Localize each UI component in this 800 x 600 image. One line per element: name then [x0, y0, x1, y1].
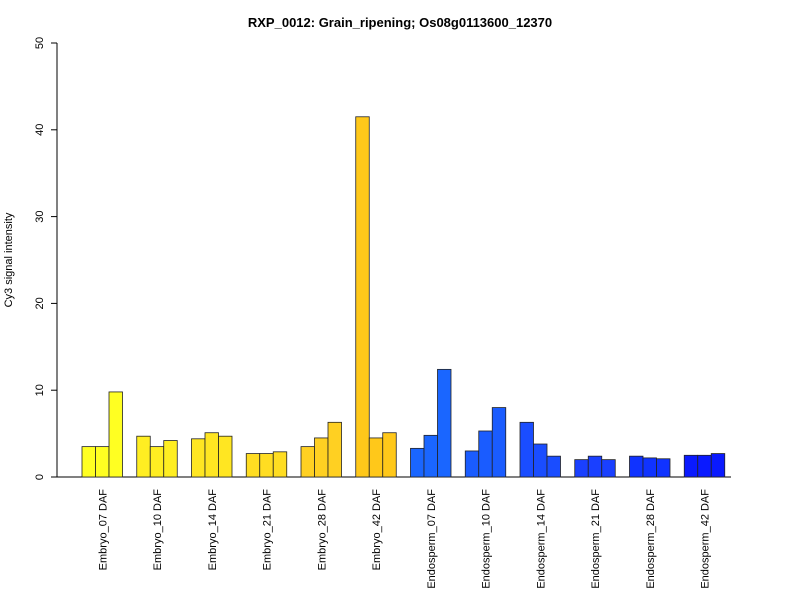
y-tick-label: 50 — [34, 37, 46, 49]
bar — [587, 455, 603, 478]
bar — [656, 458, 671, 478]
x-tick-label: Endosperm_28 DAF — [645, 489, 657, 589]
x-tick-label: Endosperm_14 DAF — [535, 489, 547, 589]
bar — [642, 457, 657, 478]
y-axis: 0 10 20 30 40 50 — [34, 37, 58, 480]
bar-group — [191, 432, 233, 478]
bar — [163, 440, 178, 478]
bar — [382, 432, 397, 478]
category-labels: Embryo_07 DAF Embryo_10 DAF Embryo_14 DAF E… — [97, 489, 711, 589]
bar — [204, 432, 219, 478]
bar — [327, 421, 342, 478]
bar — [574, 459, 589, 478]
x-tick-label: Endosperm_10 DAF — [481, 489, 493, 589]
bar — [368, 437, 384, 478]
y-tick-label: 10 — [34, 384, 46, 396]
bar-group — [300, 421, 342, 478]
y-axis-label: Cy3 signal intensity — [3, 212, 15, 307]
bar-group — [136, 435, 178, 478]
bar-group — [574, 455, 616, 478]
bar — [259, 453, 274, 478]
y-tick-label: 40 — [34, 124, 46, 136]
chart-title: RXP_0012: Grain_ripening; Os08g0113600_1… — [248, 15, 552, 30]
bar — [95, 446, 110, 478]
bar — [683, 454, 699, 478]
x-tick-label: Embryo_28 DAF — [316, 489, 328, 571]
x-tick-label: Embryo_14 DAF — [207, 489, 219, 571]
bar-group — [355, 116, 397, 478]
bar — [629, 455, 644, 478]
bar — [697, 454, 712, 478]
bar-group — [629, 455, 671, 478]
x-tick-label: Endosperm_21 DAF — [590, 489, 602, 589]
bar — [218, 435, 233, 478]
bar — [491, 407, 507, 478]
x-tick-label: Embryo_10 DAF — [152, 489, 164, 571]
bar-group — [410, 368, 452, 478]
x-tick-label: Embryo_07 DAF — [97, 489, 109, 571]
bar — [410, 447, 425, 478]
bar — [81, 446, 96, 478]
y-tick-label: 0 — [34, 474, 46, 480]
bar — [300, 446, 315, 478]
bar — [478, 430, 493, 478]
bar-group — [683, 453, 726, 478]
bar-group — [464, 407, 507, 478]
x-tick-label: Embryo_42 DAF — [371, 489, 383, 571]
bar — [355, 116, 370, 478]
bar — [710, 453, 726, 478]
bar-group — [81, 391, 123, 478]
bars — [81, 116, 726, 478]
bar — [437, 368, 452, 478]
bar — [519, 421, 534, 478]
bar — [149, 446, 165, 478]
bar — [546, 455, 561, 478]
bar — [191, 438, 206, 478]
x-tick-label: Endosperm_07 DAF — [426, 489, 438, 589]
bar — [533, 443, 548, 478]
bar — [423, 434, 438, 478]
bar — [314, 437, 329, 478]
y-tick-label: 20 — [34, 297, 46, 309]
bar-group — [245, 451, 288, 478]
bar — [464, 450, 480, 478]
bar-group — [519, 421, 561, 478]
bar — [601, 459, 616, 478]
x-tick-label: Endosperm_42 DAF — [700, 489, 712, 589]
bar — [136, 435, 151, 478]
bar — [245, 453, 261, 478]
x-tick-label: Embryo_21 DAF — [262, 489, 274, 571]
bar — [108, 391, 123, 478]
bar — [272, 451, 288, 478]
y-tick-label: 30 — [34, 210, 46, 222]
